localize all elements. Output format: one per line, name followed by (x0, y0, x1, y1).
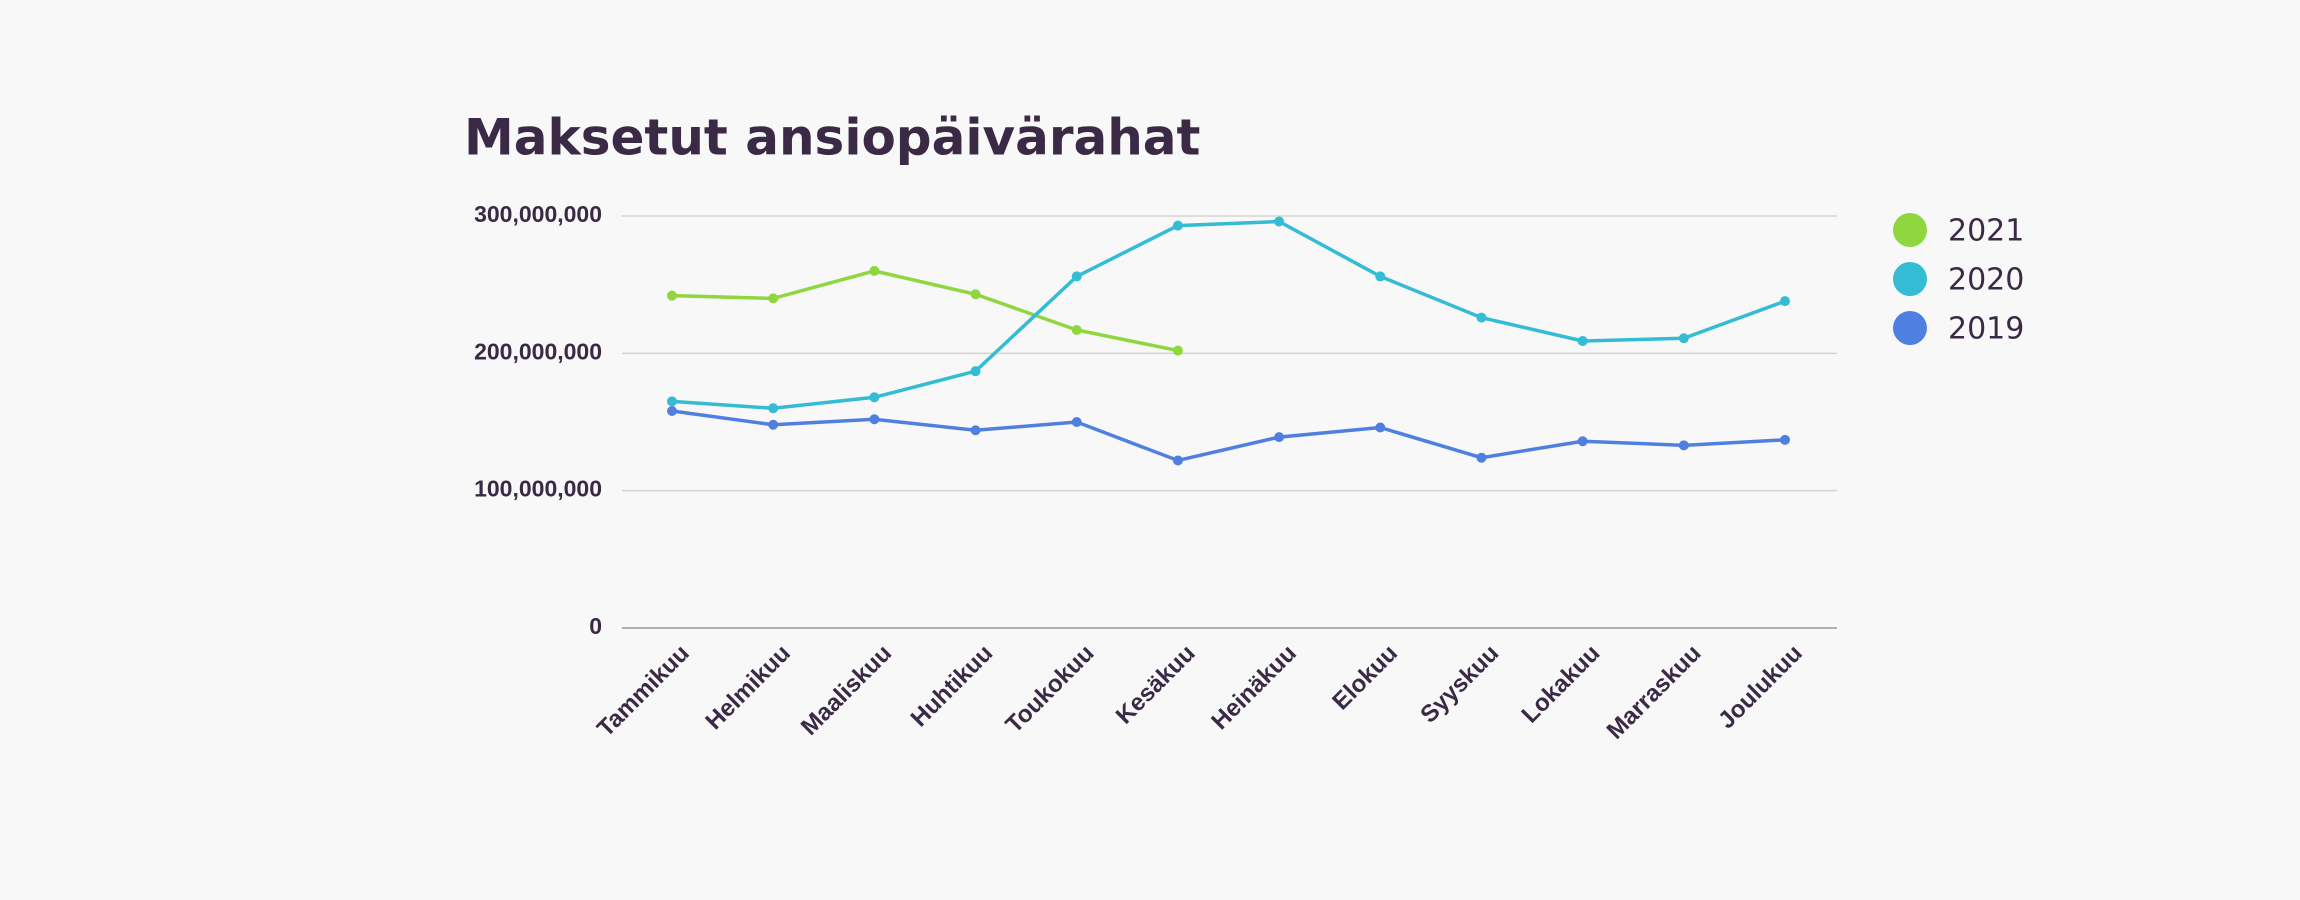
data-point (1274, 216, 1285, 227)
data-point (970, 425, 981, 436)
data-point (667, 406, 677, 417)
data-point (1678, 333, 1689, 344)
y-tick-label: 200,000,000 (474, 338, 602, 364)
data-point (1071, 417, 1082, 427)
data-point (768, 419, 779, 430)
y-tick-label: 300,000,000 (474, 201, 602, 227)
data-point (1071, 324, 1082, 335)
data-point (869, 265, 880, 276)
data-point (1476, 312, 1487, 323)
data-point (1780, 296, 1790, 307)
data-point (1172, 345, 1183, 356)
series-line (671, 219, 1786, 411)
data-point (1780, 434, 1790, 445)
data-point (970, 289, 981, 300)
chart-title: Maksetut ansiopäivärahat (464, 109, 1200, 167)
legend-label: 2020 (1948, 263, 2024, 298)
data-point (1577, 335, 1588, 346)
y-tick-label: 100,000,000 (474, 476, 602, 502)
data-point (667, 396, 677, 407)
data-point (768, 403, 779, 414)
series-line (671, 269, 1179, 353)
data-point (1172, 455, 1183, 466)
data-point (667, 290, 677, 301)
data-point (768, 293, 779, 304)
data-point (869, 414, 880, 425)
data-point (1071, 271, 1082, 282)
legend-label: 2019 (1948, 312, 2024, 347)
y-tick-label: 0 (589, 613, 602, 639)
legend-label: 2021 (1948, 214, 2024, 249)
legend-swatch (1893, 311, 1927, 345)
data-point (1476, 452, 1487, 463)
legend-swatch (1893, 213, 1927, 247)
legend-swatch (1893, 262, 1927, 296)
data-point (869, 392, 880, 403)
series-line (671, 409, 1786, 463)
data-point (1678, 440, 1689, 451)
data-point (970, 366, 981, 377)
data-point (1274, 432, 1285, 443)
data-point (1375, 271, 1386, 282)
data-point (1577, 436, 1588, 447)
data-point (1172, 220, 1183, 231)
data-point (1375, 422, 1386, 433)
